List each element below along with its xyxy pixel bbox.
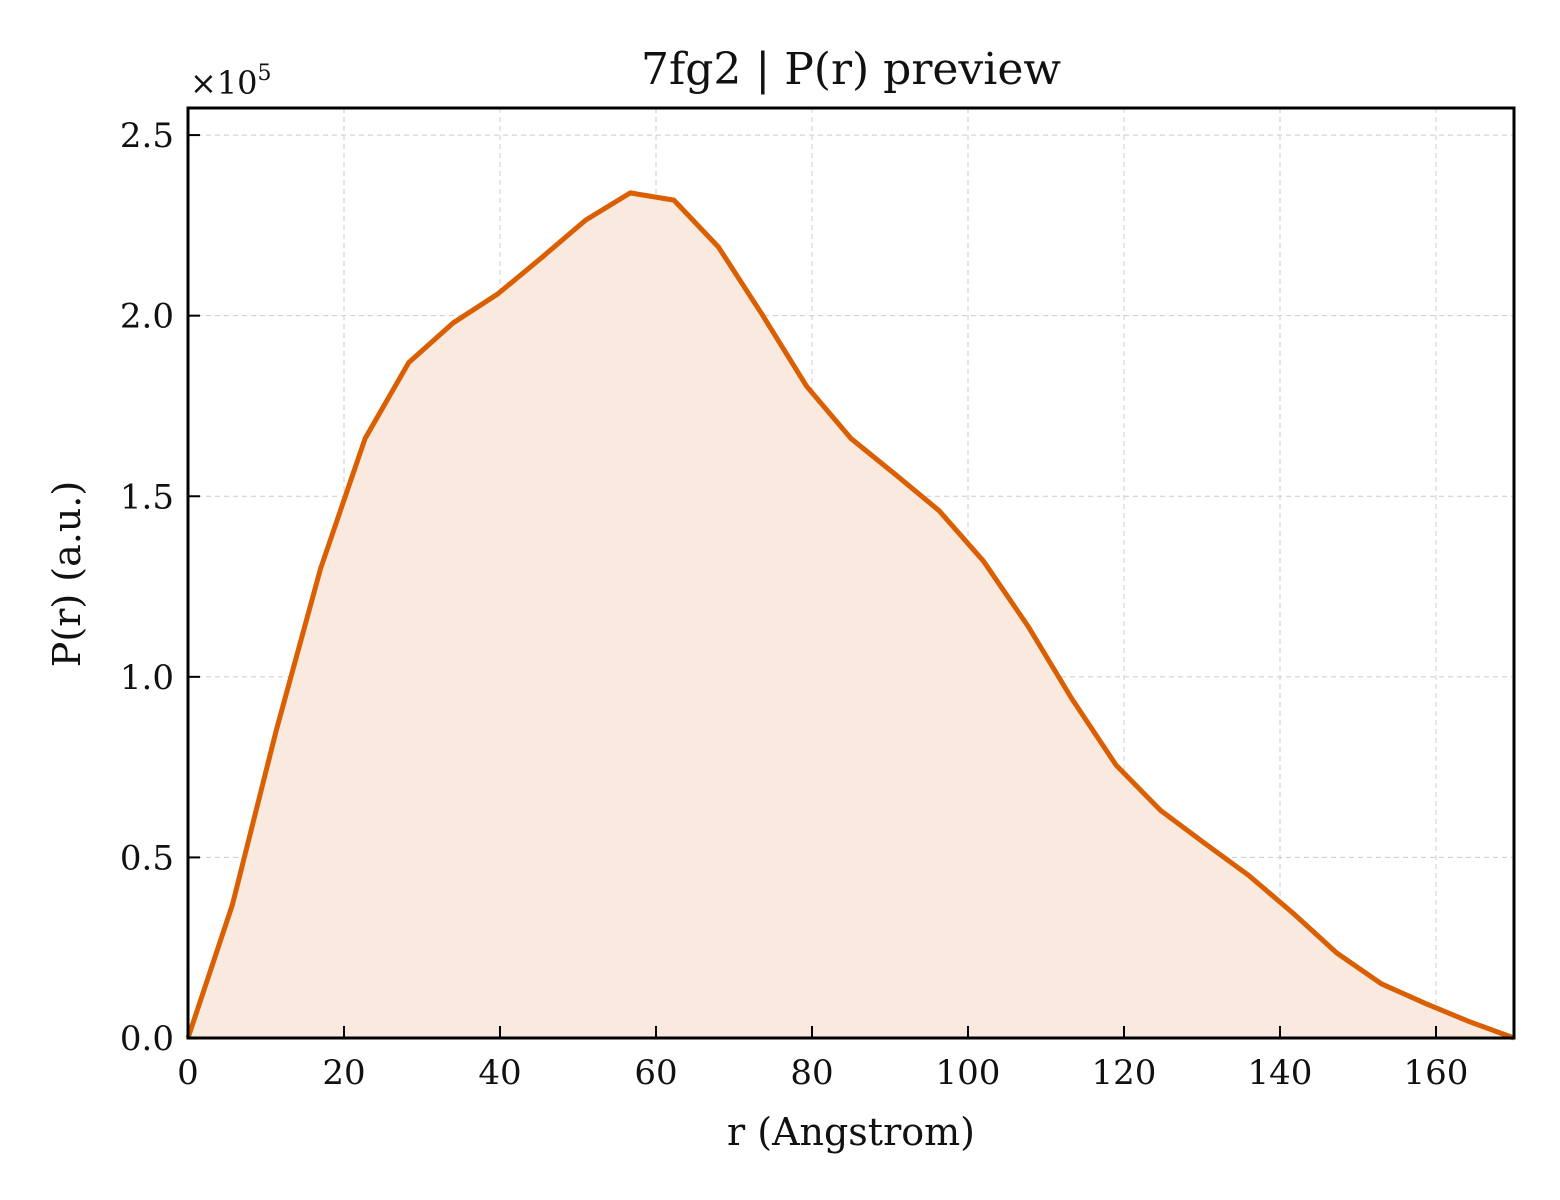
series-line xyxy=(185,190,1515,1041)
y-scale-exponent-power: 5 xyxy=(258,61,272,86)
y-tick-label: 2.0 xyxy=(120,297,174,337)
x-tick-label: 60 xyxy=(634,1053,677,1093)
x-tick-label: 120 xyxy=(1092,1053,1157,1093)
chart-title: 7fg2 | P(r) preview xyxy=(641,44,1061,95)
plot-frame xyxy=(186,106,1516,1040)
y-scale-exponent-base: ×10 xyxy=(190,64,258,102)
y-tick-label: 1.5 xyxy=(120,477,174,517)
y-axis-label: P(r) (a.u.) xyxy=(45,481,89,667)
y-tick-label: 2.5 xyxy=(120,116,174,156)
x-tick-label: 0 xyxy=(177,1053,199,1093)
y-tick-label: 1.0 xyxy=(120,658,174,698)
x-axis-label: r (Angstrom) xyxy=(727,1110,975,1154)
area-fill xyxy=(188,192,1514,1038)
y-scale-exponent: ×105 xyxy=(190,61,272,102)
x-tick-label: 40 xyxy=(478,1053,521,1093)
x-tick-label: 160 xyxy=(1404,1053,1469,1093)
tick-labels: 0 20 40 60 80 100 120 140 160 0.0 0.5 1.0 1.5 2.0 2.5 xyxy=(120,116,1469,1093)
x-tick-label: 100 xyxy=(936,1053,1001,1093)
x-tick-label: 20 xyxy=(322,1053,365,1093)
y-tick-label: 0.0 xyxy=(120,1019,174,1059)
x-tick-label: 80 xyxy=(790,1053,833,1093)
x-tick-label: 140 xyxy=(1248,1053,1313,1093)
y-tick-label: 0.5 xyxy=(120,838,174,878)
